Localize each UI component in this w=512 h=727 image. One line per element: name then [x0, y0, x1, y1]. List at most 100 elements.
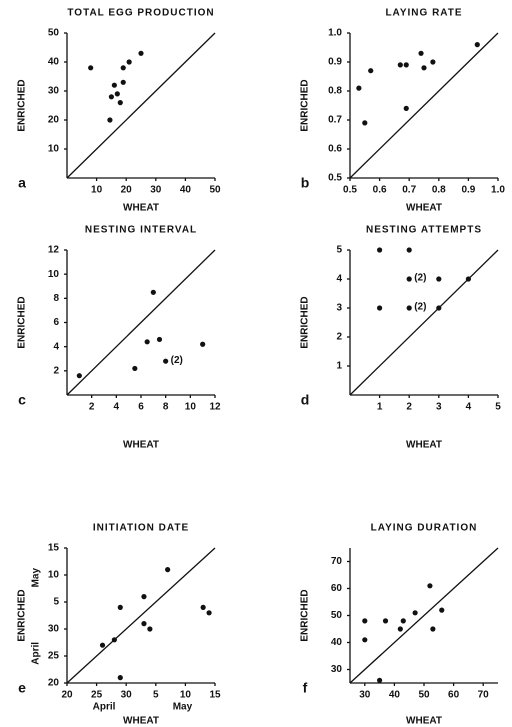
point — [165, 567, 171, 573]
point — [99, 642, 106, 648]
x-tick-label: 0.9 — [461, 185, 475, 196]
panel-letter: f — [303, 680, 308, 696]
x-tick-label: 0.5 — [343, 185, 357, 196]
point — [406, 276, 412, 282]
panel-letter: a — [18, 175, 26, 191]
point — [377, 247, 383, 253]
identity-line — [349, 547, 499, 684]
panel-title: INITIATION DATE — [93, 523, 189, 534]
y-tick-label: 20 — [48, 115, 60, 126]
x-tick-label: 12 — [209, 402, 221, 413]
y-tick-label: 40 — [48, 57, 60, 68]
y-tick-label: 0.8 — [328, 86, 342, 97]
point — [439, 607, 445, 613]
point — [163, 358, 169, 364]
point — [200, 341, 206, 347]
y-tick-label: 3 — [336, 303, 342, 314]
y-tick-label: 40 — [331, 637, 343, 648]
x-tick-label: 25 — [91, 690, 103, 701]
identity-line — [66, 32, 216, 179]
x-axis-label: WHEAT — [123, 203, 159, 214]
x-tick-label: 40 — [180, 185, 192, 196]
point — [430, 626, 436, 632]
y-tick-label: 50 — [331, 610, 343, 621]
y-tick-label: 2 — [53, 365, 59, 376]
point — [76, 373, 82, 379]
y-tick-label: 8 — [53, 293, 59, 304]
point — [356, 85, 362, 91]
y-tick-label: 70 — [331, 556, 343, 567]
y-axis-label: ENRICHED — [17, 79, 28, 131]
point — [362, 120, 368, 126]
y-tick-label: 5 — [53, 597, 59, 608]
x-tick-label: 10 — [180, 690, 192, 701]
y-tick-label: 0.5 — [328, 173, 342, 184]
x-tick-label: 40 — [389, 690, 401, 701]
point — [150, 289, 156, 295]
y-tick-label: 1 — [336, 361, 342, 372]
y-tick-label: 0.6 — [328, 144, 342, 155]
x-tick-label: 30 — [150, 185, 162, 196]
y-tick-label: 20 — [48, 678, 60, 689]
x-tick-label: 50 — [209, 185, 221, 196]
x-axis-label: WHEAT — [406, 203, 442, 214]
point — [206, 610, 212, 616]
x-tick-label: 0.6 — [373, 185, 387, 196]
point — [465, 276, 471, 282]
point — [147, 626, 153, 632]
y-unit-label: May — [31, 568, 42, 588]
x-axis-label: WHEAT — [123, 440, 159, 451]
point — [406, 247, 412, 253]
point — [107, 117, 113, 123]
point — [418, 50, 424, 56]
point — [141, 621, 147, 627]
identity-line — [66, 547, 216, 684]
y-tick-label: 30 — [331, 664, 343, 675]
point — [108, 94, 114, 100]
y-tick-label: 10 — [48, 144, 60, 155]
point — [114, 91, 120, 97]
x-tick-label: 1 — [377, 402, 383, 413]
x-tick-label: 8 — [163, 402, 169, 413]
x-unit-label: May — [173, 702, 193, 713]
panel-title: NESTING ATTEMPTS — [366, 225, 482, 236]
y-tick-label: 2 — [336, 332, 342, 343]
point-label: (2) — [414, 273, 426, 284]
panel-letter: d — [301, 392, 310, 408]
point — [111, 82, 117, 88]
x-tick-label: 15 — [209, 690, 221, 701]
point — [132, 365, 138, 372]
point — [421, 65, 427, 71]
point — [397, 62, 403, 68]
point — [120, 79, 126, 85]
y-axis-label: ENRICHED — [300, 589, 311, 641]
panel-letter: c — [18, 392, 26, 408]
x-tick-label: 4 — [114, 402, 120, 413]
y-axis-label: ENRICHED — [300, 79, 311, 131]
panel-title: NESTING INTERVAL — [85, 225, 197, 236]
point — [156, 336, 163, 343]
point — [141, 594, 147, 600]
point — [403, 62, 409, 68]
y-axis-label: ENRICHED — [17, 589, 28, 641]
x-tick-label: 2 — [406, 402, 412, 413]
point — [138, 50, 144, 56]
point — [88, 65, 94, 71]
point — [126, 59, 132, 65]
point — [111, 637, 117, 643]
y-tick-label: 1.0 — [328, 28, 342, 39]
panel-letter: b — [301, 175, 310, 191]
y-axis-label: ENRICHED — [17, 296, 28, 348]
x-tick-label: 70 — [478, 690, 490, 701]
x-unit-label: April — [93, 702, 116, 713]
point — [430, 59, 436, 65]
point-label: (2) — [414, 302, 426, 313]
y-tick-label: 10 — [48, 269, 60, 280]
x-tick-label: 0.7 — [402, 185, 416, 196]
x-axis-label: WHEAT — [406, 440, 442, 451]
point-label: (2) — [171, 355, 183, 366]
x-tick-label: 5 — [495, 402, 501, 413]
identity-line — [349, 249, 499, 396]
point — [200, 604, 206, 611]
